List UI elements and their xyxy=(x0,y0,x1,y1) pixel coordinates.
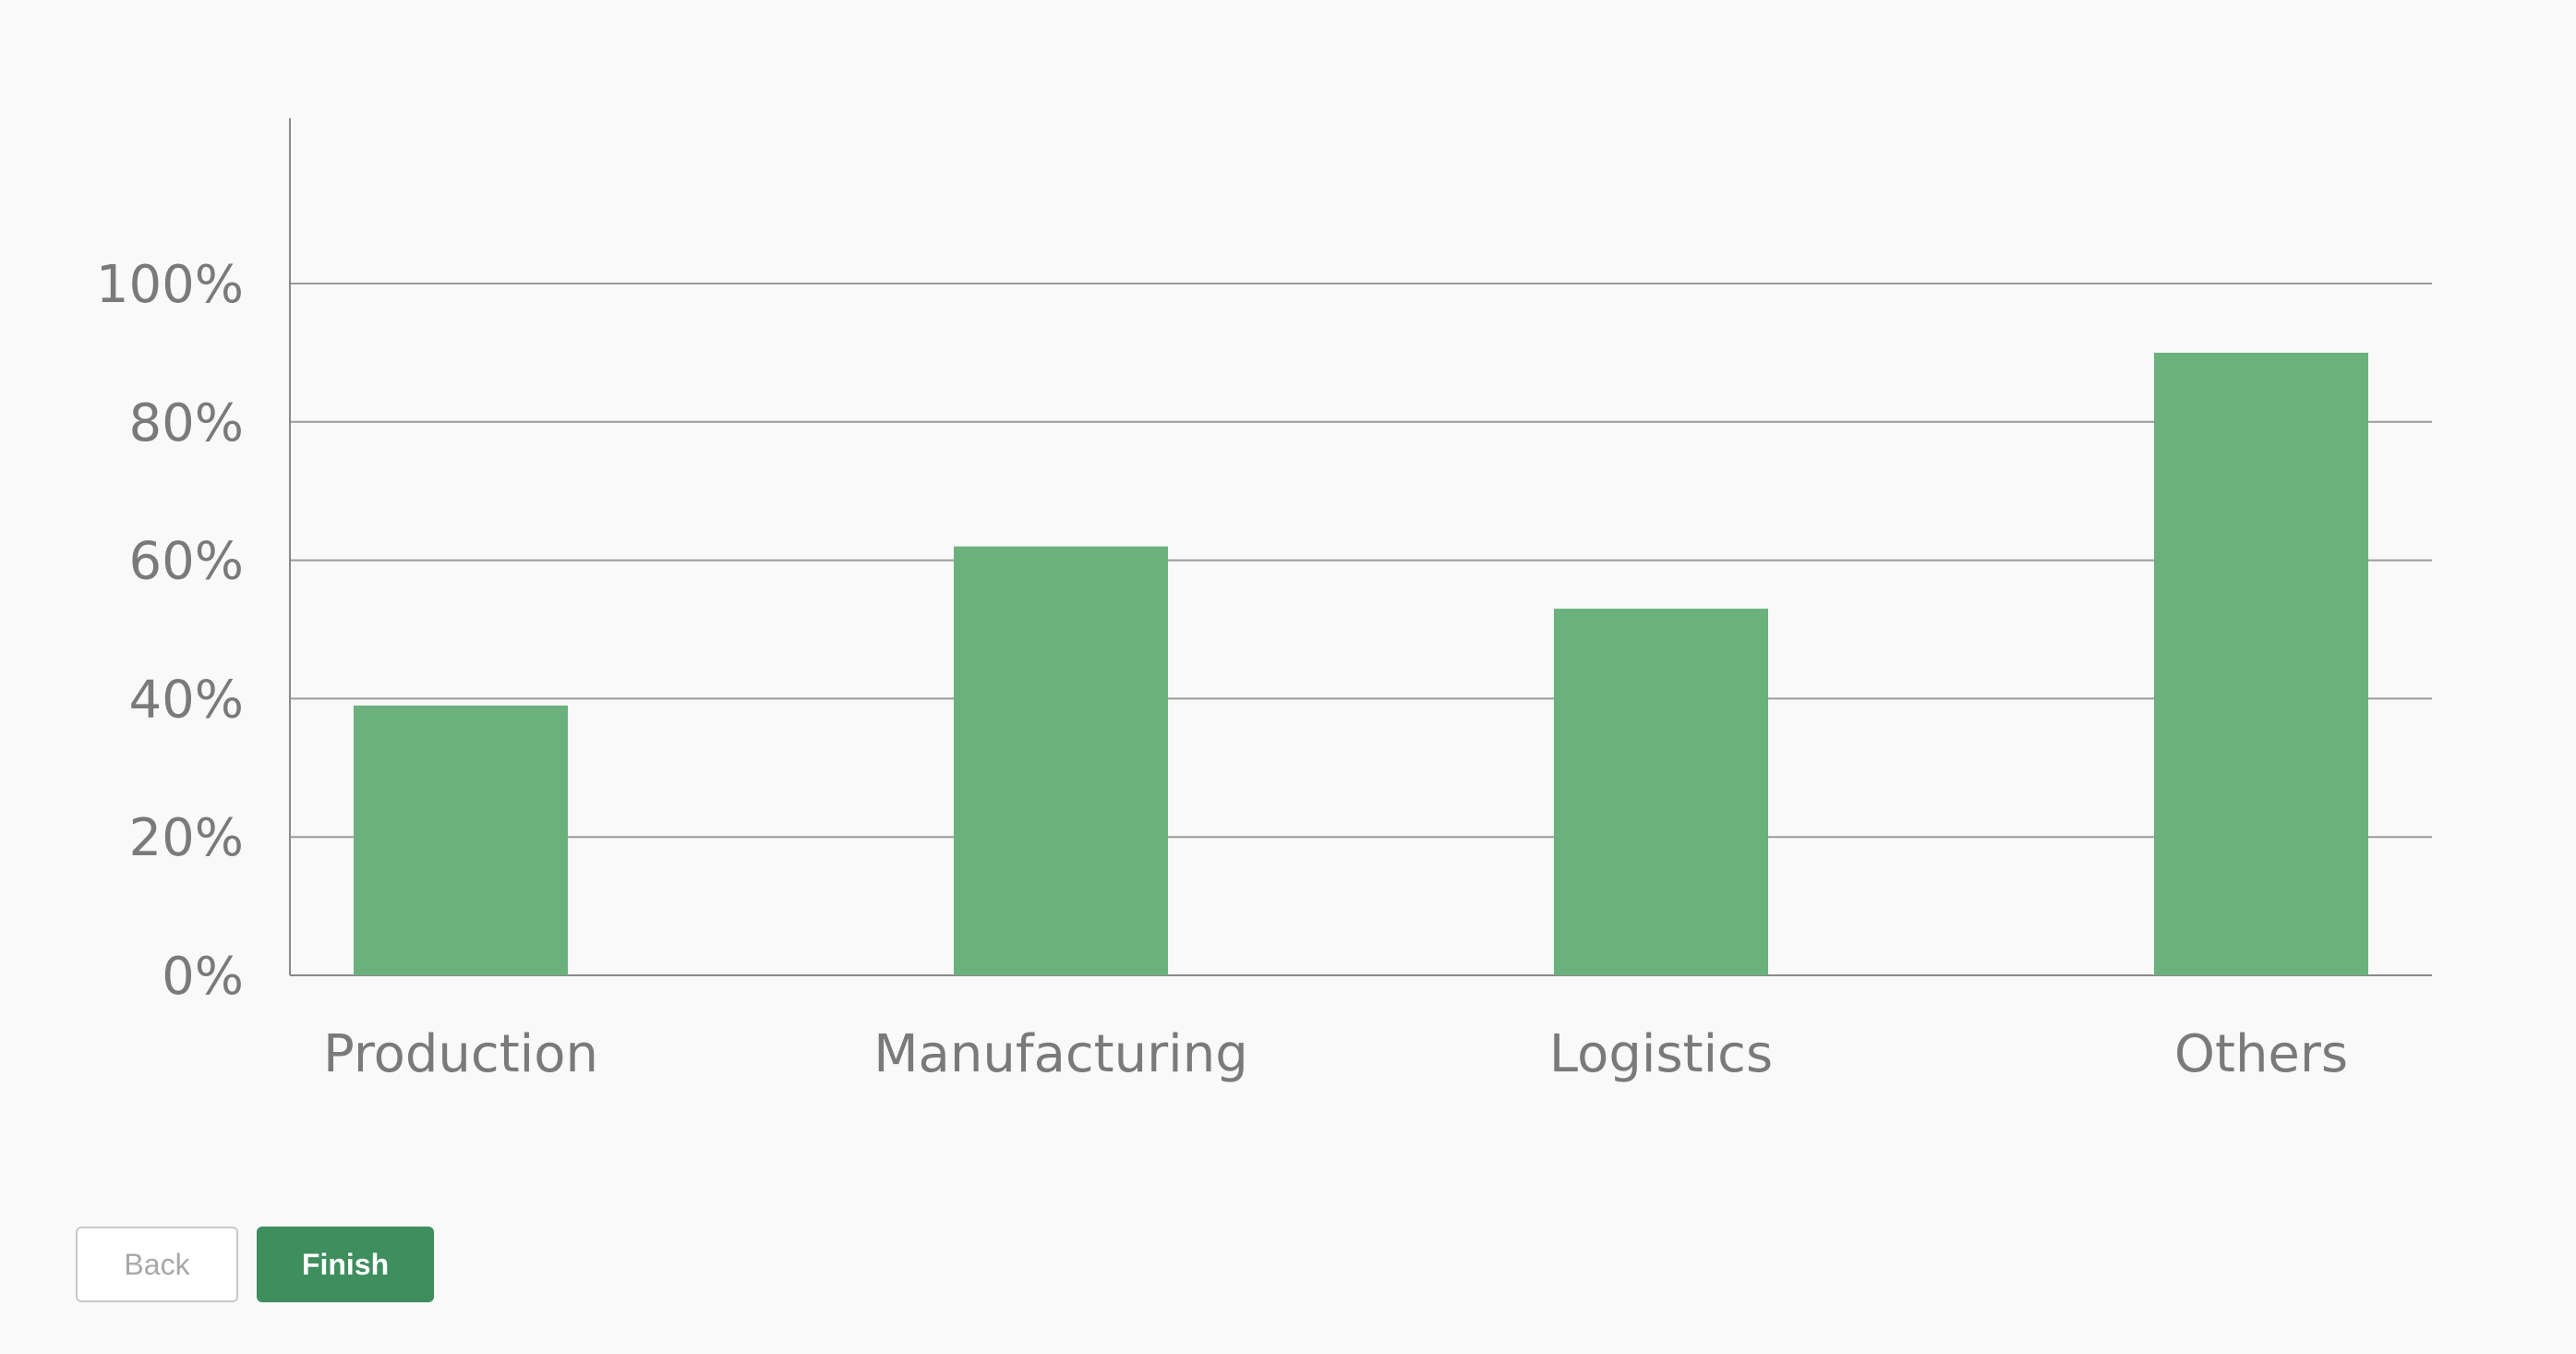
back-button[interactable]: Back xyxy=(76,1227,238,1302)
x-tick-label-production: Production xyxy=(323,1024,598,1084)
y-tick-label: 80% xyxy=(129,393,244,453)
bar-logistics xyxy=(1554,609,1768,975)
y-tick-label: 20% xyxy=(129,808,244,868)
x-tick-label-logistics: Logistics xyxy=(1549,1024,1773,1084)
y-tick-label: 0% xyxy=(162,947,244,1007)
x-tick-label-manufacturing: Manufacturing xyxy=(873,1024,1248,1084)
x-tick-label-others: Others xyxy=(2174,1024,2348,1084)
x-tick-labels: Production Manufacturing Logistics Others xyxy=(323,1024,2348,1084)
gridlines xyxy=(290,283,2432,976)
bar-manufacturing xyxy=(954,546,1168,975)
bars xyxy=(354,352,2368,975)
y-tick-labels: 0% 20% 40% 60% 80% 100% xyxy=(96,255,244,1007)
bar-production xyxy=(354,705,568,975)
bar-others xyxy=(2154,352,2368,975)
finish-button[interactable]: Finish xyxy=(257,1227,434,1302)
y-tick-label: 60% xyxy=(129,532,244,592)
bar-chart: 0% 20% 40% 60% 80% 100% Production Manufacturi… xyxy=(96,118,2432,1084)
y-tick-label: 100% xyxy=(96,255,244,315)
y-tick-label: 40% xyxy=(129,670,244,730)
